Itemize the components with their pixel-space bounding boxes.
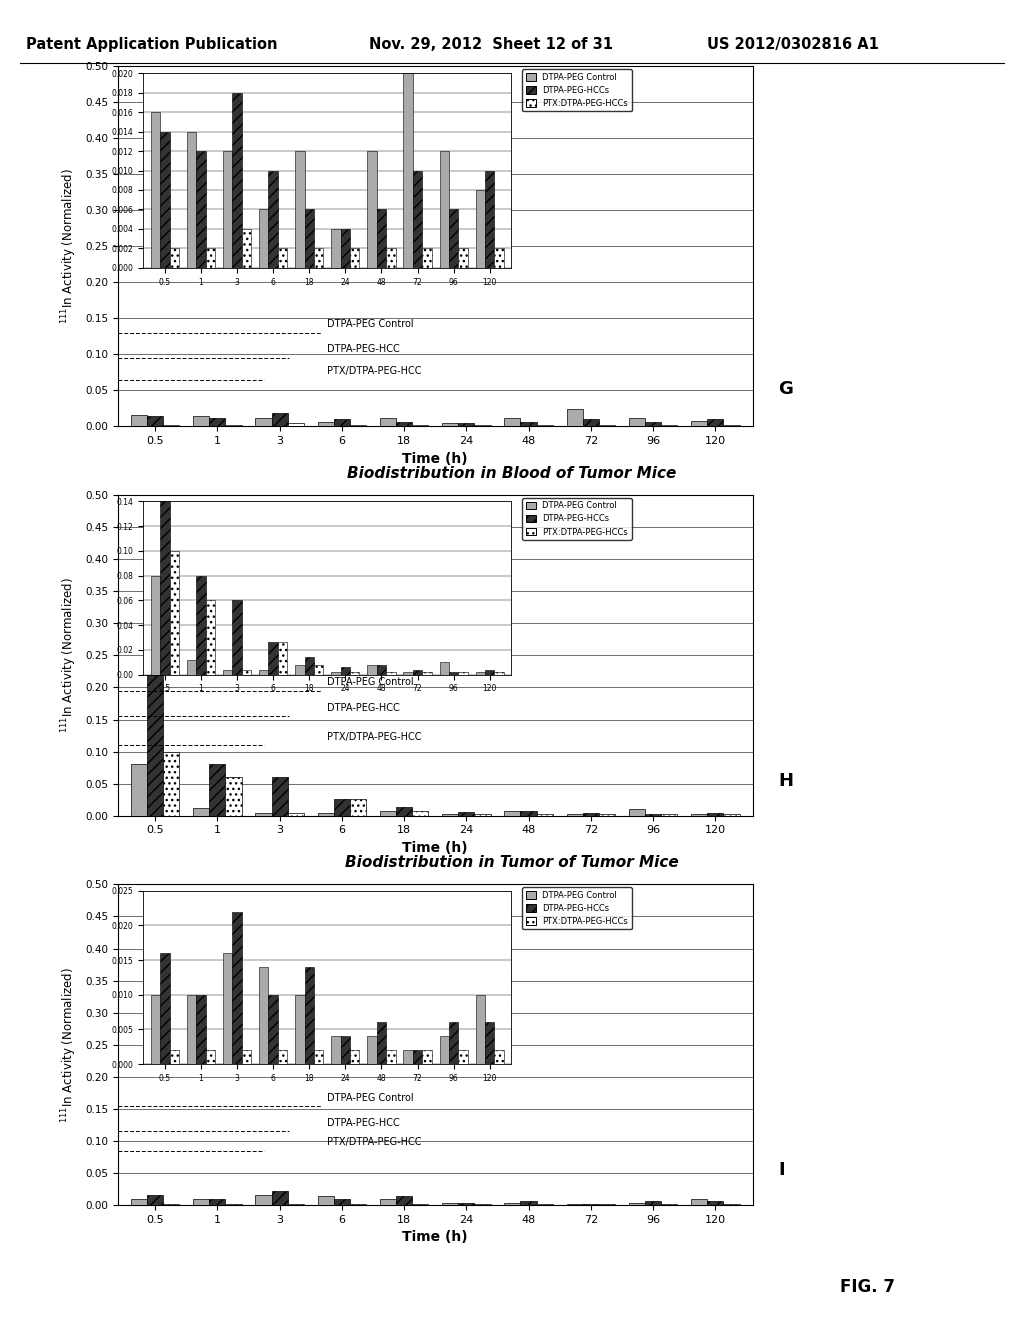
Text: Patent Application Publication: Patent Application Publication: [26, 37, 278, 51]
Y-axis label: $^{111}$In Activity (Normalized): $^{111}$In Activity (Normalized): [59, 968, 79, 1122]
Bar: [194, 1199, 209, 1205]
Bar: [255, 417, 271, 426]
Bar: [520, 810, 537, 816]
Bar: [334, 799, 350, 816]
Bar: [334, 1199, 350, 1205]
Bar: [380, 810, 396, 816]
Bar: [413, 425, 428, 426]
Text: FIG. 7: FIG. 7: [840, 1278, 895, 1296]
Bar: [131, 414, 147, 426]
Bar: [163, 751, 179, 816]
Bar: [350, 425, 367, 426]
X-axis label: Time (h): Time (h): [402, 451, 468, 466]
Bar: [629, 417, 645, 426]
Bar: [691, 1199, 708, 1205]
Bar: [271, 1191, 288, 1205]
Text: H: H: [778, 772, 794, 791]
Bar: [583, 813, 599, 816]
Bar: [645, 422, 662, 426]
Bar: [194, 808, 209, 816]
Text: PTX/DTPA-PEG-HCC: PTX/DTPA-PEG-HCC: [328, 733, 422, 742]
Bar: [645, 1201, 662, 1205]
Bar: [458, 1203, 474, 1205]
Text: G: G: [778, 380, 794, 397]
Bar: [255, 1195, 271, 1205]
X-axis label: Time (h): Time (h): [402, 1230, 468, 1245]
Bar: [255, 813, 271, 816]
Bar: [458, 424, 474, 426]
Bar: [691, 421, 708, 426]
Bar: [288, 424, 304, 426]
Text: DTPA-PEG-HCC: DTPA-PEG-HCC: [328, 704, 400, 713]
Text: Biodistribution in Blood of Tumor Mice: Biodistribution in Blood of Tumor Mice: [347, 466, 677, 480]
Bar: [317, 1196, 334, 1205]
Bar: [474, 425, 490, 426]
Bar: [271, 777, 288, 816]
Bar: [131, 764, 147, 816]
Bar: [504, 1203, 520, 1205]
Bar: [520, 1201, 537, 1205]
Bar: [662, 425, 677, 426]
Bar: [225, 425, 242, 426]
Bar: [350, 799, 367, 816]
Bar: [147, 416, 163, 426]
Bar: [163, 425, 179, 426]
Bar: [629, 1203, 645, 1205]
Text: DTPA-PEG Control: DTPA-PEG Control: [328, 1093, 414, 1102]
Bar: [396, 807, 413, 816]
Text: Nov. 29, 2012  Sheet 12 of 31: Nov. 29, 2012 Sheet 12 of 31: [369, 37, 612, 51]
Bar: [504, 417, 520, 426]
Bar: [723, 425, 739, 426]
Text: DTPA-PEG Control: DTPA-PEG Control: [328, 677, 414, 688]
Bar: [396, 422, 413, 426]
Bar: [317, 422, 334, 426]
Bar: [317, 813, 334, 816]
Bar: [334, 420, 350, 426]
Bar: [629, 809, 645, 816]
Bar: [520, 422, 537, 426]
Bar: [131, 1199, 147, 1205]
Text: DTPA-PEG-HCC: DTPA-PEG-HCC: [328, 345, 400, 354]
Text: I: I: [778, 1162, 784, 1180]
Text: US 2012/0302816 A1: US 2012/0302816 A1: [707, 37, 879, 51]
Text: DTPA-PEG Control: DTPA-PEG Control: [328, 319, 414, 329]
Y-axis label: $^{111}$In Activity (Normalized): $^{111}$In Activity (Normalized): [59, 578, 79, 733]
Bar: [147, 656, 163, 816]
Bar: [209, 417, 225, 426]
Bar: [225, 777, 242, 816]
Bar: [458, 812, 474, 816]
Bar: [288, 813, 304, 816]
Bar: [708, 1201, 723, 1205]
Bar: [147, 1195, 163, 1205]
Bar: [209, 1199, 225, 1205]
Bar: [537, 425, 553, 426]
Y-axis label: $^{111}$In Activity (Normalized): $^{111}$In Activity (Normalized): [59, 169, 79, 323]
Bar: [708, 813, 723, 816]
Bar: [504, 810, 520, 816]
Text: PTX/DTPA-PEG-HCC: PTX/DTPA-PEG-HCC: [328, 366, 422, 376]
Bar: [380, 1199, 396, 1205]
Bar: [396, 1196, 413, 1205]
Bar: [194, 416, 209, 426]
Text: DTPA-PEG-HCC: DTPA-PEG-HCC: [328, 1118, 400, 1129]
Text: Biodistribution in Tumor of Tumor Mice: Biodistribution in Tumor of Tumor Mice: [345, 855, 679, 870]
Bar: [583, 420, 599, 426]
Bar: [413, 810, 428, 816]
Bar: [271, 413, 288, 426]
Bar: [442, 424, 458, 426]
Bar: [380, 417, 396, 426]
X-axis label: Time (h): Time (h): [402, 841, 468, 855]
Bar: [209, 764, 225, 816]
Bar: [599, 425, 615, 426]
Bar: [442, 1203, 458, 1205]
Bar: [566, 409, 583, 426]
Text: PTX/DTPA-PEG-HCC: PTX/DTPA-PEG-HCC: [328, 1138, 422, 1147]
Bar: [708, 420, 723, 426]
